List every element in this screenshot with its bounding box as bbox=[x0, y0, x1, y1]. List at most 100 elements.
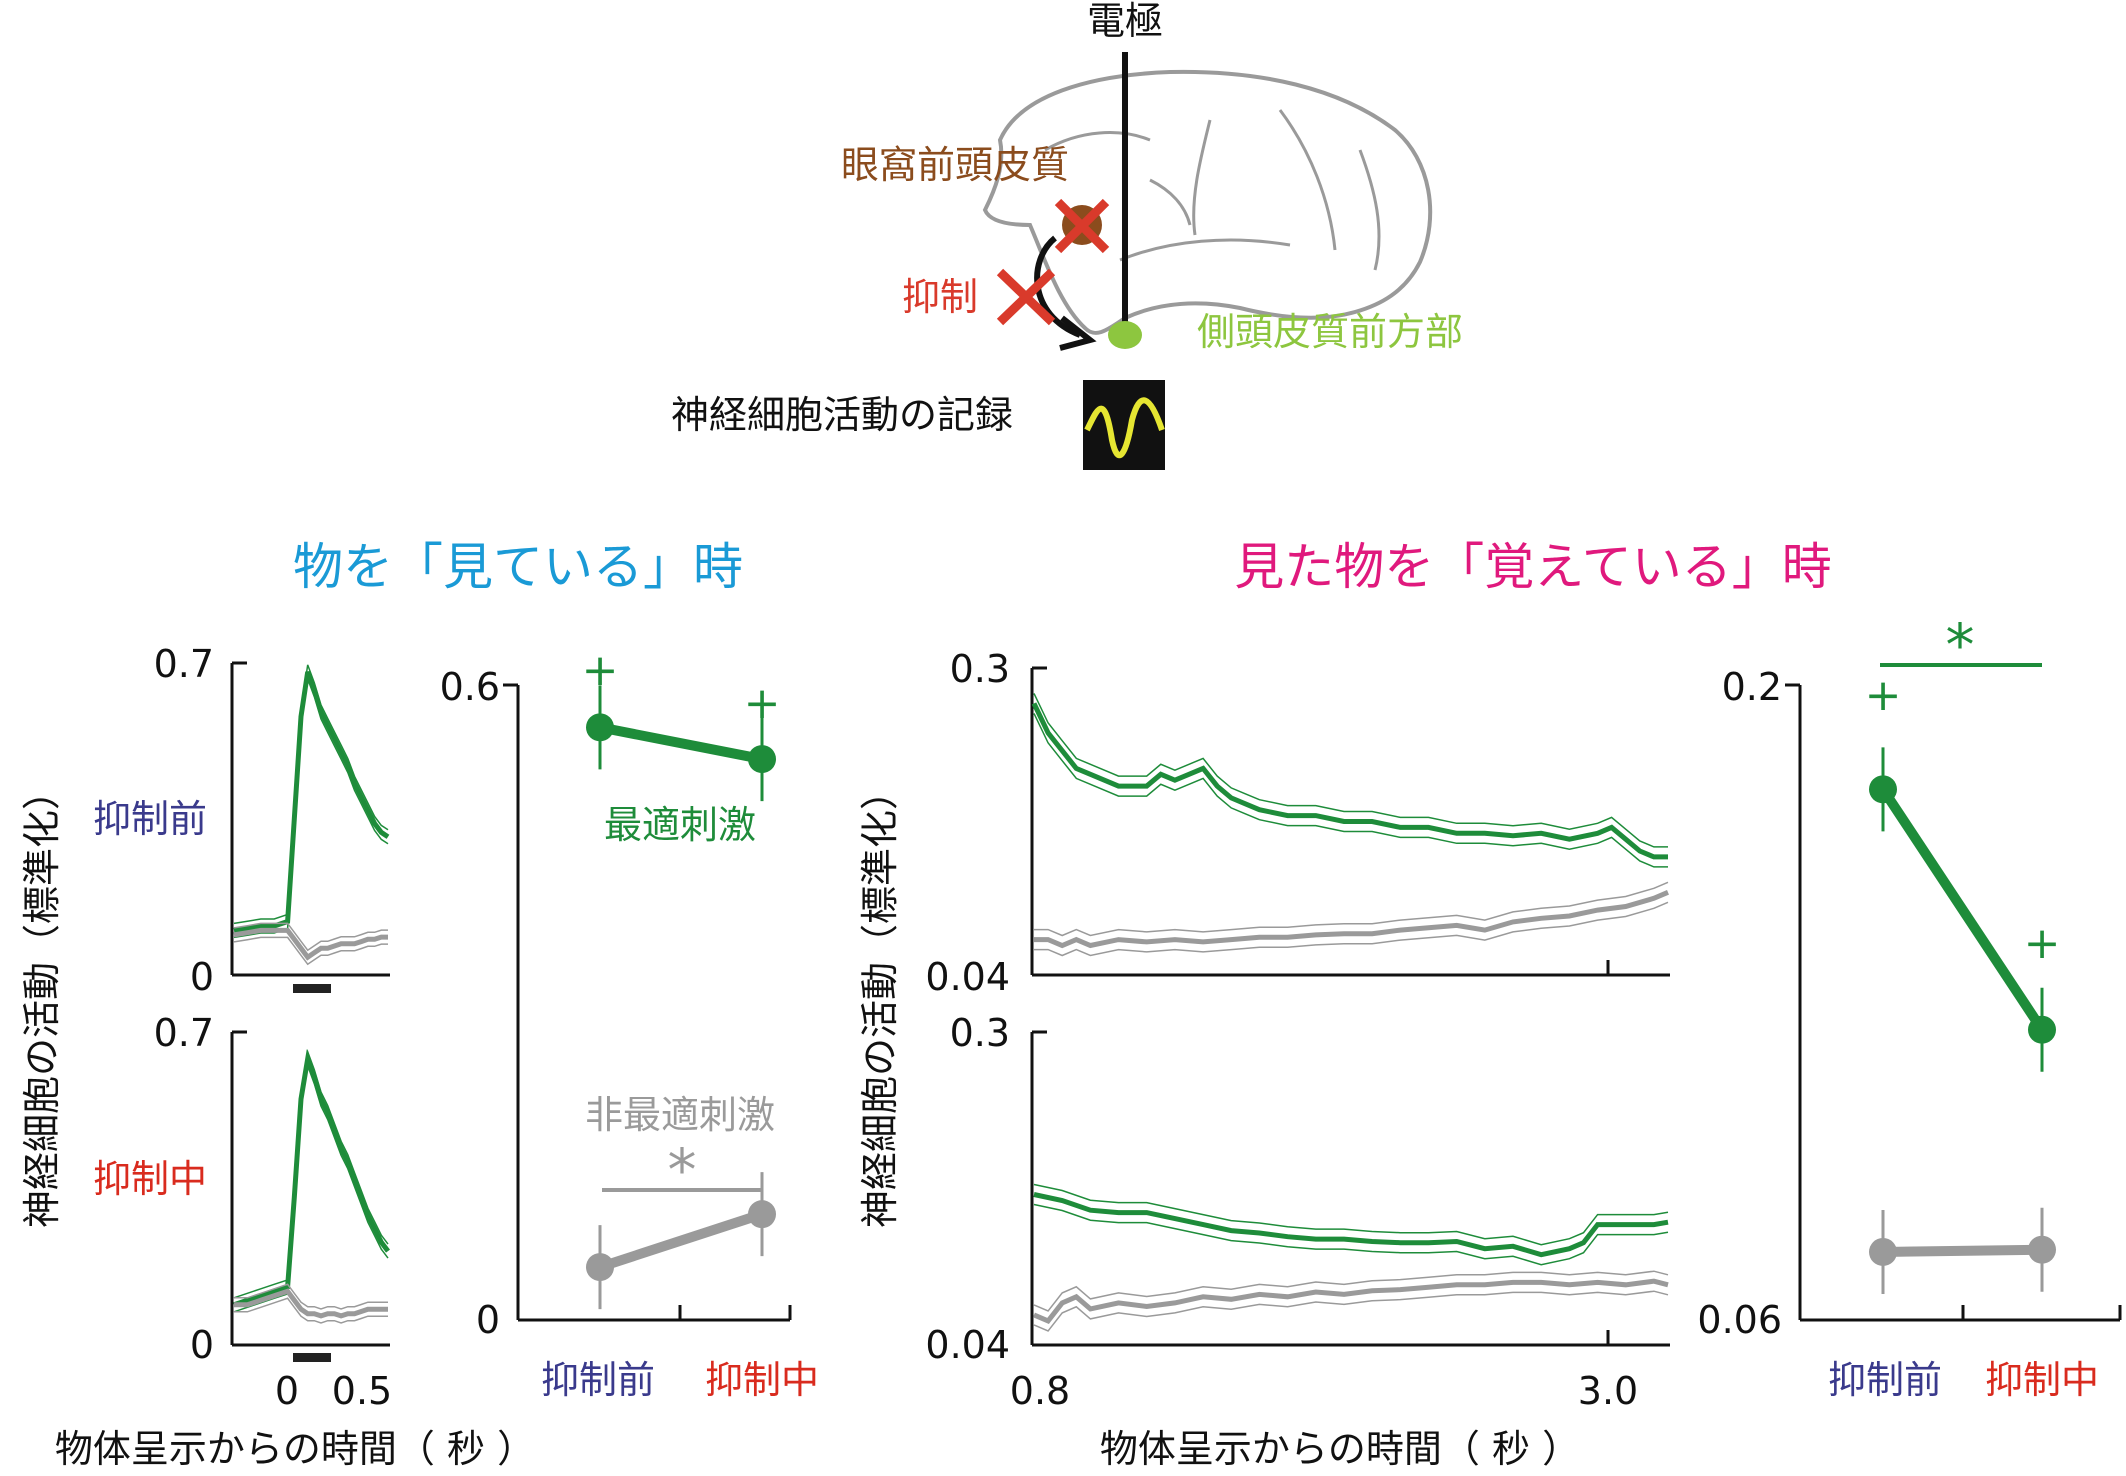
x-category-label-during: 抑制中 bbox=[1985, 1358, 2099, 1402]
arrow-head-icon bbox=[1059, 315, 1097, 351]
series-line-nonoptimal bbox=[233, 927, 388, 961]
plot-area bbox=[233, 1048, 390, 1324]
data-point bbox=[748, 745, 776, 774]
heading-seeing: 物を「見ている」時 bbox=[293, 538, 743, 596]
x-axis-label-left: 物体呈示からの時間（ 秒 ） bbox=[55, 1427, 535, 1471]
waveform-trace bbox=[1084, 397, 1165, 459]
stimulus-bar bbox=[293, 1353, 331, 1362]
plot-area bbox=[586, 685, 776, 1310]
x-tick-label: 0.5 bbox=[332, 1369, 392, 1413]
series-sem-band bbox=[234, 1283, 388, 1310]
chart-seeing-before-timeseries: 0.7 0 bbox=[154, 642, 390, 999]
stimulus-bar bbox=[293, 984, 331, 993]
x-tick-label: 3.0 bbox=[1578, 1369, 1638, 1413]
ofc-label: 眼窩前頭皮質 bbox=[841, 143, 1069, 187]
summary-plus-marker: + bbox=[1865, 670, 1902, 721]
series-sem-band bbox=[1033, 1183, 1669, 1246]
chart-remembering-during-timeseries: 0.3 0.04 0.8 3.0 bbox=[925, 1011, 1670, 1413]
series-line-optimal bbox=[599, 722, 763, 764]
condition-label-during-left: 抑制中 bbox=[93, 1157, 207, 1201]
y-tick-label: 0.6 bbox=[440, 665, 500, 709]
y-tick-label: 0.04 bbox=[925, 955, 1010, 999]
heading-remembering: 見た物を「覚えている」時 bbox=[1234, 538, 1832, 596]
plot-area bbox=[1033, 1183, 1669, 1332]
data-point bbox=[2028, 1235, 2056, 1264]
series-sem-band bbox=[233, 1062, 389, 1313]
y-axis bbox=[230, 661, 247, 975]
series-line-optimal bbox=[233, 1049, 390, 1308]
data-point bbox=[586, 1253, 614, 1282]
series-line-optimal bbox=[1878, 786, 2047, 1033]
y-axis bbox=[1030, 1030, 1047, 1345]
series-line-nonoptimal bbox=[1882, 1244, 2043, 1257]
series-sem-band bbox=[1033, 1290, 1669, 1332]
series-sem-band bbox=[1033, 1270, 1669, 1312]
series-sem-band bbox=[1034, 881, 1669, 937]
series-sem-band bbox=[1033, 713, 1668, 868]
series-sem-band bbox=[234, 1297, 388, 1324]
y-axis bbox=[503, 683, 520, 1320]
series-sem-band bbox=[1033, 693, 1668, 848]
data-point bbox=[1869, 775, 1897, 804]
series-sem-band bbox=[1034, 901, 1669, 957]
y-axis bbox=[230, 1030, 247, 1345]
data-point bbox=[586, 713, 614, 742]
x-tick-label: 0.8 bbox=[1010, 1369, 1070, 1413]
y-tick-label: 0.7 bbox=[154, 1011, 214, 1055]
recording-label: 神経細胞活動の記録 bbox=[671, 393, 1013, 437]
summary-plus-marker: + bbox=[2024, 918, 2061, 969]
series-sem-band bbox=[233, 936, 388, 966]
inhibition-label: 抑制 bbox=[902, 275, 978, 319]
brain-sulcus bbox=[1044, 131, 1151, 152]
series-line-optimal bbox=[233, 671, 390, 933]
brain-outline bbox=[982, 69, 1433, 335]
series-line-nonoptimal bbox=[234, 1288, 388, 1319]
plot-area bbox=[1869, 747, 2056, 1294]
summary-plus-marker: + bbox=[582, 645, 619, 696]
x-axis bbox=[1032, 960, 1670, 977]
x-tick-label: 0 bbox=[275, 1369, 299, 1413]
data-point bbox=[748, 1200, 776, 1229]
chart-remembering-summary: 0.2 0.06 抑制前 抑制中 * bbox=[1697, 611, 2122, 1402]
series-label-nonoptimal: 非最適刺激 bbox=[585, 1093, 775, 1137]
brain-sulcus bbox=[1358, 149, 1381, 271]
x-category-label-during: 抑制中 bbox=[705, 1358, 819, 1402]
y-axis bbox=[1030, 666, 1047, 975]
x-category-label-before: 抑制前 bbox=[1828, 1358, 1942, 1402]
brain-sulcus bbox=[1192, 119, 1212, 236]
y-tick-label: 0.7 bbox=[154, 642, 214, 686]
series-sem-band bbox=[233, 664, 389, 925]
chart-seeing-during-timeseries: 0.7 0 0 0.5 bbox=[154, 1011, 393, 1413]
brain-schematic: 電極 眼窩前頭皮質 抑制 側頭皮質前方部 神経細胞活動の記録 bbox=[671, 0, 1463, 470]
y-axis bbox=[1785, 683, 1802, 1320]
chart-remembering-before-timeseries: 0.3 0.04 bbox=[925, 647, 1670, 999]
series-sem-band bbox=[233, 1048, 389, 1299]
ofc-cross-icon bbox=[1054, 198, 1110, 254]
series-sem-band bbox=[233, 922, 388, 952]
target-label: 側頭皮質前方部 bbox=[1197, 310, 1463, 354]
target-region bbox=[1108, 321, 1142, 349]
y-tick-label: 0.3 bbox=[950, 647, 1010, 691]
x-axis bbox=[1800, 1305, 2122, 1322]
y-axis-label-right: 神経細胞の活動（標準化） bbox=[858, 772, 902, 1228]
x-category-label-before: 抑制前 bbox=[541, 1358, 655, 1402]
series-line-optimal bbox=[1033, 1192, 1669, 1258]
chart-seeing-summary: 0.6 0 抑制前 抑制中 最適刺激 非最適刺激 * bbox=[440, 665, 819, 1402]
series-line-nonoptimal bbox=[1033, 1278, 1669, 1324]
plot-area bbox=[233, 664, 390, 966]
series-line-nonoptimal bbox=[598, 1209, 764, 1272]
y-tick-label: 0.06 bbox=[1697, 1298, 1782, 1342]
waveform-icon bbox=[1083, 380, 1165, 470]
x-axis bbox=[1032, 1330, 1670, 1347]
data-point bbox=[1869, 1237, 1897, 1266]
plot-area bbox=[1031, 693, 1669, 957]
data-point bbox=[2028, 1015, 2056, 1044]
condition-label-before-left: 抑制前 bbox=[93, 797, 207, 841]
series-label-optimal: 最適刺激 bbox=[604, 803, 756, 847]
series-sem-band bbox=[1033, 1203, 1669, 1266]
y-tick-label: 0.04 bbox=[925, 1323, 1010, 1367]
significance-star: * bbox=[668, 1136, 697, 1204]
y-tick-label: 0 bbox=[476, 1298, 500, 1342]
y-tick-label: 0.3 bbox=[950, 1011, 1010, 1055]
